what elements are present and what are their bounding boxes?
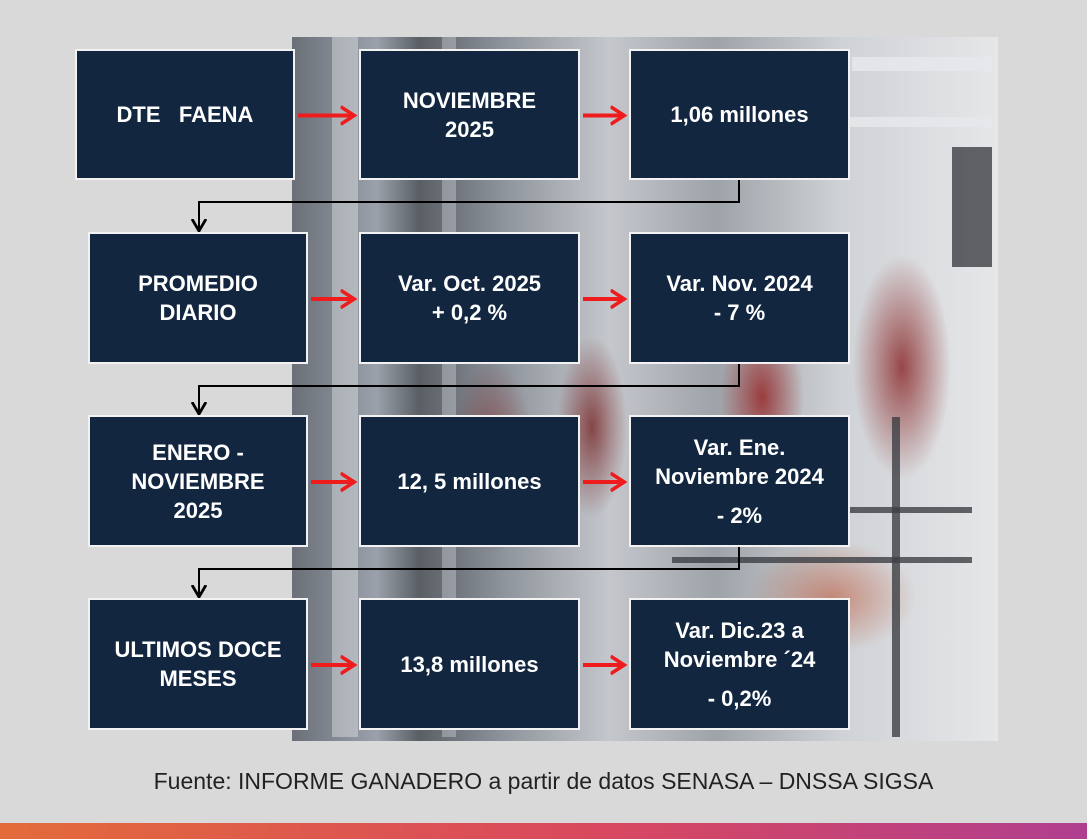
box-text-line: 2025 bbox=[445, 116, 494, 142]
box-text-line: ULTIMOS DOCE bbox=[114, 637, 282, 662]
box-text-line: 2025 bbox=[173, 497, 223, 523]
box-text-line: 13,8 millones bbox=[400, 651, 539, 677]
flow-box-row3-right: Var. Ene. Noviembre 2024 - 2% bbox=[629, 415, 850, 547]
flow-box-row2-right: Var. Nov. 2024 - 7 % bbox=[629, 232, 850, 364]
flow-box-row1-middle: NOVIEMBRE 2025 bbox=[359, 49, 580, 180]
box-text-line: Noviembre ´24 bbox=[663, 646, 816, 672]
source-note: Fuente: INFORME GANADERO a partir de dat… bbox=[153, 768, 934, 794]
flow-box-row3-label: ENERO - NOVIEMBRE 2025 bbox=[88, 415, 308, 547]
box-text-line: Var. Nov. 2024 bbox=[666, 271, 813, 296]
box-text-line: Var. Dic.23 a bbox=[675, 617, 804, 643]
box-text-line: Var. Oct. 2025 bbox=[397, 271, 542, 296]
box-text-line: NOVIEMBRE bbox=[131, 468, 265, 494]
flow-box-row1-right: 1,06 millones bbox=[629, 49, 850, 180]
box-text-line: NOVIEMBRE bbox=[402, 87, 537, 113]
color-band bbox=[0, 823, 1087, 839]
flow-box-row4-middle: 13,8 millones bbox=[359, 598, 580, 730]
box-text-line: + 0,2 % bbox=[431, 300, 508, 325]
box-text-line: DIARIO bbox=[159, 300, 237, 325]
box-text-line: - 2% bbox=[716, 502, 763, 528]
box-text-line: - 7 % bbox=[713, 300, 766, 325]
box-text-line: ENERO - bbox=[152, 439, 244, 465]
flow-box-row2-middle: Var. Oct. 2025 + 0,2 % bbox=[359, 232, 580, 364]
box-text-line: 1,06 millones bbox=[670, 102, 809, 127]
flow-box-row4-label: ULTIMOS DOCE MESES bbox=[88, 598, 308, 730]
connector-row2-to-row3 bbox=[199, 364, 740, 412]
connector-row3-to-row4 bbox=[199, 547, 740, 595]
box-text-line: PROMEDIO bbox=[138, 271, 258, 296]
box-text-line: - 0,2% bbox=[707, 685, 772, 711]
box-text-line: Var. Ene. bbox=[693, 434, 786, 460]
flow-box-row3-middle: 12, 5 millones bbox=[359, 415, 580, 547]
connector-row1-to-row2 bbox=[199, 180, 740, 229]
box-text-line: DTE FAENA bbox=[116, 102, 254, 127]
flow-box-row2-label: PROMEDIO DIARIO bbox=[88, 232, 308, 364]
box-text-line: Noviembre 2024 bbox=[655, 463, 824, 489]
box-text-line: 12, 5 millones bbox=[397, 468, 542, 494]
box-text-line: MESES bbox=[159, 666, 237, 691]
flow-box-row4-right: Var. Dic.23 a Noviembre ´24 - 0,2% bbox=[629, 598, 850, 730]
flow-box-row1-label: DTE FAENA bbox=[75, 49, 295, 180]
